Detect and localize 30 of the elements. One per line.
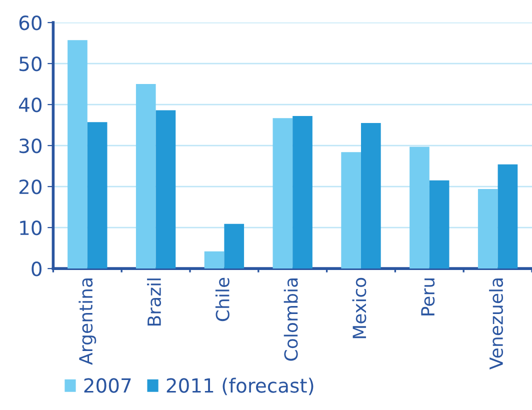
x-tick-label: Venezuela [489,278,504,370]
y-tick-label: 40 [18,98,42,112]
x-tick-label: Mexico [352,278,366,338]
bar [429,180,450,269]
bar [136,84,156,269]
bar [272,118,293,269]
legend-label: 2011 (forecast) [166,378,314,396]
bar [410,146,430,269]
y-tick-label: 20 [19,180,42,194]
bar [87,122,108,269]
bar [341,152,361,269]
x-tick-label: Argentina [78,278,96,365]
bar [156,110,176,269]
y-tick-label: 0 [32,262,42,276]
x-tick-label: Chile [215,278,230,322]
bar [204,251,224,269]
bar [478,189,498,269]
y-tick-label: 10 [20,220,42,236]
bar [361,123,381,269]
y-tick-label: 60 [19,16,42,30]
bar [68,40,88,269]
bar [224,224,244,269]
y-tick-label: 30 [20,138,42,154]
x-tick-label: Brazil [147,278,162,326]
y-tick-label: 50 [20,56,42,72]
bar [292,116,312,269]
legend-label: 2007 [84,378,131,393]
bar [498,164,518,269]
x-tick-label: Peru [421,278,435,316]
x-tick-label: Colombia [284,278,298,361]
